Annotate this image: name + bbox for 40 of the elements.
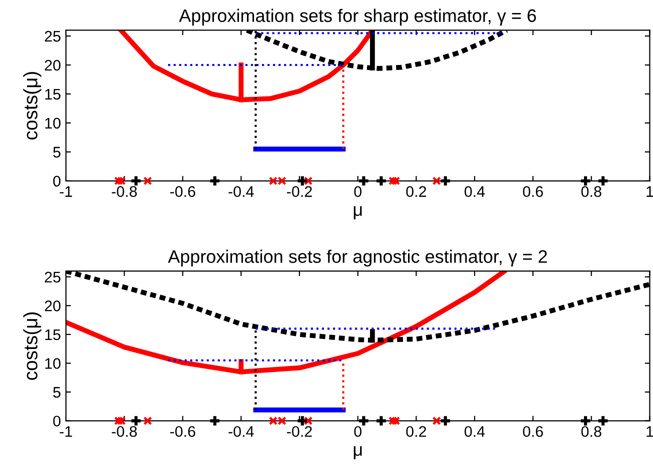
y-tick-label: 20 [44, 300, 60, 312]
chart-title: Approximation sets for sharp estimator, γ = 6 [179, 8, 536, 26]
x-tick-label: -0.4 [228, 426, 254, 437]
x-tick-label: -0.2 [286, 186, 312, 197]
x-tick-label: -0.4 [228, 186, 254, 197]
x-tick-label: 0.8 [581, 186, 602, 197]
chart-title: Approximation sets for agnostic estimator, γ = 2 [168, 250, 547, 267]
x-tick-label: -1 [60, 426, 72, 437]
y-tick-label: 10 [45, 358, 60, 369]
x-tick-label: -0.6 [170, 186, 196, 197]
y-tick-label: 0 [53, 176, 60, 187]
x-tick-label: 1 [646, 426, 653, 437]
x-tick-label: 0.2 [406, 186, 426, 197]
x-axis-title: μ [354, 446, 362, 460]
x-axis-title: μ [354, 206, 362, 220]
x-tick-label: -0.6 [170, 426, 196, 437]
y-tick-label: 20 [44, 60, 60, 71]
y-tick-label: 5 [53, 387, 60, 398]
x-tick-label: 0.4 [464, 426, 485, 437]
y-tick-label: 10 [45, 118, 60, 129]
x-tick-label: 1 [646, 186, 653, 197]
x-tick-label: -0.8 [112, 186, 137, 197]
y-tick-label: 25 [44, 30, 60, 42]
x-tick-label: 0.4 [464, 186, 485, 197]
x-tick-label: 0.2 [406, 426, 426, 437]
x-tick-label: 0.6 [522, 426, 543, 437]
y-tick-label: 15 [45, 329, 60, 340]
y-tick-label: 15 [45, 88, 60, 100]
y-tick-label: 0 [53, 416, 60, 427]
x-tick-label: 0.8 [581, 426, 602, 437]
y-axis-title: costs(μ) [23, 312, 42, 380]
y-tick-label: 5 [53, 146, 60, 158]
x-tick-label: 0.6 [522, 186, 543, 197]
x-tick-label: -0.2 [286, 426, 312, 437]
y-axis-title: costs(μ) [23, 72, 42, 140]
x-tick-label: 0 [354, 426, 362, 437]
x-tick-label: -1 [60, 186, 72, 197]
x-tick-label: 0 [354, 186, 362, 197]
y-tick-label: 25 [44, 272, 60, 283]
x-tick-label: -0.8 [112, 426, 137, 437]
